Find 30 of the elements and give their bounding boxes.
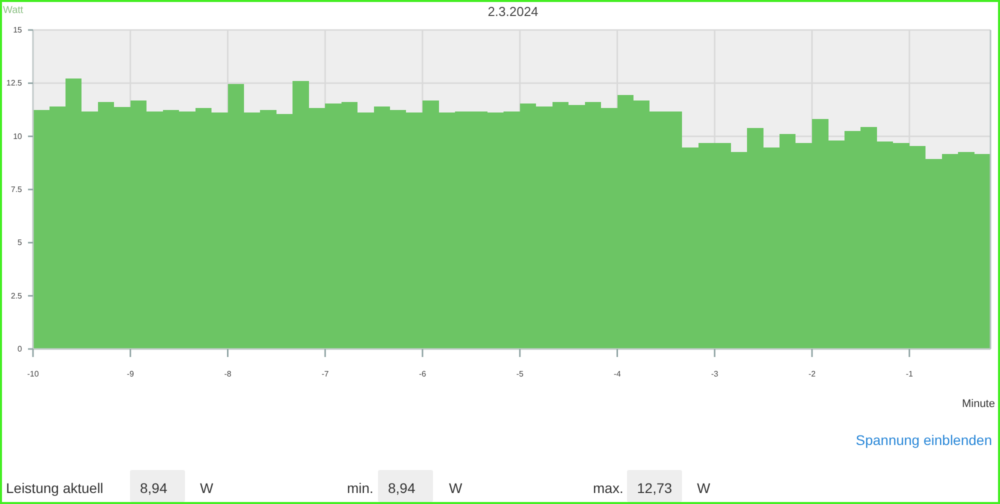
y-tick-label: 2.5	[10, 291, 23, 300]
x-tick-label: -1	[906, 370, 914, 379]
text: Leistung aktuell	[6, 479, 104, 497]
text: W	[200, 479, 214, 497]
y-axis-title: Watt	[3, 5, 24, 16]
x-tick-label: -5	[516, 370, 524, 379]
x-tick-label: -8	[224, 370, 232, 379]
y-tick-label: 0	[18, 344, 23, 354]
y-tick-label: 7.5	[10, 185, 23, 194]
chart-title: 2.3.2024	[488, 4, 538, 19]
x-tick-label: -7	[322, 370, 330, 379]
value-field: 8,94	[130, 470, 185, 502]
y-tick-label: 5	[18, 238, 23, 248]
value-field: 8,94	[378, 470, 433, 502]
x-tick-label: -3	[711, 370, 719, 379]
x-tick-label: -6	[418, 370, 427, 379]
text: W	[449, 479, 462, 497]
x-tick-label: -2	[808, 370, 816, 379]
y-tick-label: 12.5	[6, 78, 23, 88]
text: min.	[347, 479, 374, 497]
text: Spannung einblenden	[856, 431, 992, 449]
x-tick-label: -9	[126, 370, 134, 379]
text: max.	[593, 479, 624, 497]
x-tick-label: -10	[27, 370, 40, 379]
x-tick-label: -4	[614, 370, 622, 379]
text: W	[697, 479, 710, 497]
value-field: 12,73	[627, 470, 682, 502]
y-tick-label: 15	[13, 26, 23, 35]
y-tick-label: 10	[13, 132, 23, 141]
x-axis-title: Minute	[962, 398, 995, 410]
